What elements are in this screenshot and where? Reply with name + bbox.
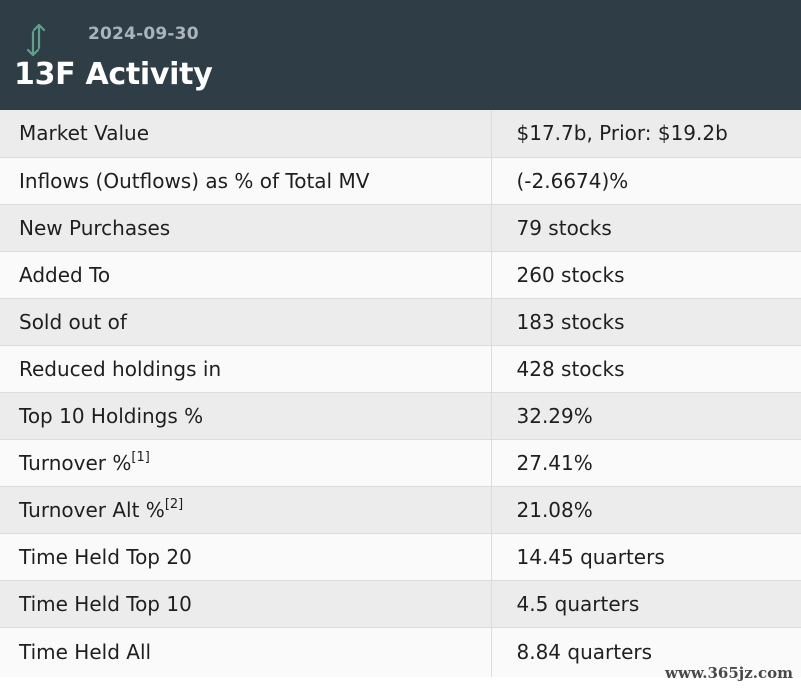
row-value: 4.5 quarters <box>490 580 801 628</box>
row-value: (-2.6674)% <box>490 157 801 205</box>
table-row: Time Held All 8.84 quarters <box>0 627 801 677</box>
row-label: Time Held Top 20 <box>0 533 491 581</box>
row-label: Turnover Alt % <box>19 497 165 522</box>
table-row: Inflows (Outflows) as % of Total MV (-2.… <box>0 157 801 205</box>
table-row: Reduced holdings in 428 stocks <box>0 345 801 393</box>
row-value: $17.7b, Prior: $19.2b <box>490 110 801 158</box>
row-value: 183 stocks <box>490 298 801 346</box>
report-date: 2024-09-30 <box>88 24 199 44</box>
table-row: Turnover %[1] 27.41% <box>0 439 801 487</box>
row-label: Time Held Top 10 <box>0 580 491 628</box>
table-row: Turnover Alt %[2] 21.08% <box>0 486 801 534</box>
table-row: Time Held Top 20 14.45 quarters <box>0 533 801 581</box>
row-value: 32.29% <box>490 392 801 440</box>
row-value: 8.84 quarters <box>490 627 801 677</box>
row-label-cell: Turnover %[1] <box>0 439 491 487</box>
watermark: www.365jz.com <box>665 664 793 682</box>
row-label: Reduced holdings in <box>0 345 491 393</box>
row-label: Time Held All <box>0 627 491 677</box>
footnote-link[interactable]: [2] <box>164 496 184 512</box>
footnote-link[interactable]: [1] <box>131 449 150 465</box>
widget-title: 13F Activity <box>14 57 213 92</box>
row-label: Sold out of <box>0 298 491 346</box>
up-down-arrows-icon <box>26 23 46 57</box>
row-value: 79 stocks <box>490 204 801 252</box>
table-row: Market Value $17.7b, Prior: $19.2b <box>0 110 801 158</box>
row-label: Added To <box>0 251 491 299</box>
activity-table: Market Value $17.7b, Prior: $19.2b Inflo… <box>0 110 801 677</box>
table-row: Time Held Top 10 4.5 quarters <box>0 580 801 628</box>
table-row: Sold out of 183 stocks <box>0 298 801 346</box>
widget-header: 2024-09-30 13F Activity <box>0 0 801 110</box>
row-value: 14.45 quarters <box>490 533 801 581</box>
row-value: 260 stocks <box>490 251 801 299</box>
row-label: Top 10 Holdings % <box>0 392 491 440</box>
row-value: 27.41% <box>490 439 801 487</box>
table-row: New Purchases 79 stocks <box>0 204 801 252</box>
row-value: 21.08% <box>490 486 801 534</box>
row-label: Inflows (Outflows) as % of Total MV <box>0 157 491 205</box>
row-label-cell: Turnover Alt %[2] <box>0 486 491 534</box>
row-label: Turnover % <box>19 450 132 475</box>
row-value: 428 stocks <box>490 345 801 393</box>
table-row: Top 10 Holdings % 32.29% <box>0 392 801 440</box>
row-label: New Purchases <box>0 204 491 252</box>
table-row: Added To 260 stocks <box>0 251 801 299</box>
row-label: Market Value <box>0 110 491 158</box>
